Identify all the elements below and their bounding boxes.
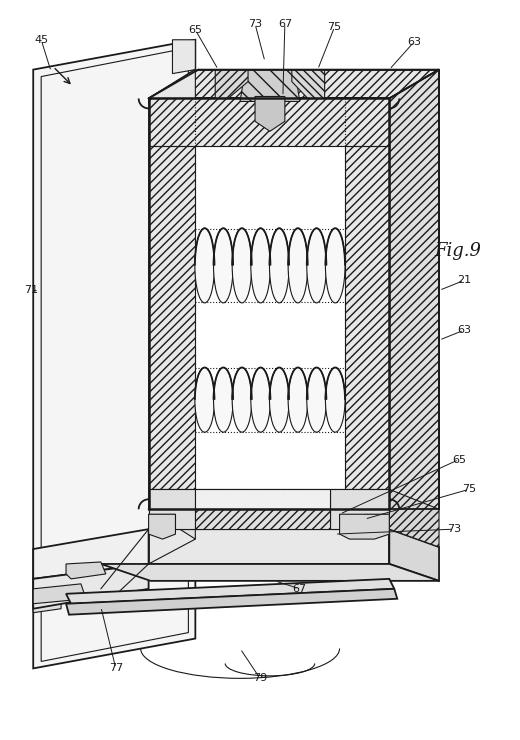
Text: 75: 75 — [328, 22, 342, 32]
Ellipse shape — [195, 368, 214, 432]
Polygon shape — [33, 584, 86, 604]
Polygon shape — [173, 40, 196, 73]
Polygon shape — [240, 70, 300, 101]
Text: 75: 75 — [462, 485, 476, 494]
Polygon shape — [149, 509, 439, 539]
Polygon shape — [389, 70, 439, 509]
Ellipse shape — [326, 368, 345, 432]
Ellipse shape — [214, 228, 233, 303]
Polygon shape — [196, 509, 330, 529]
Ellipse shape — [232, 368, 252, 432]
Polygon shape — [196, 489, 330, 509]
Text: 63: 63 — [457, 325, 471, 335]
Polygon shape — [33, 40, 196, 668]
Polygon shape — [33, 577, 61, 613]
Ellipse shape — [269, 228, 289, 303]
Polygon shape — [389, 489, 439, 547]
Ellipse shape — [251, 228, 270, 303]
Ellipse shape — [251, 368, 270, 432]
Ellipse shape — [195, 228, 214, 303]
Polygon shape — [149, 98, 196, 509]
Text: 77: 77 — [109, 663, 123, 673]
Ellipse shape — [288, 368, 308, 432]
Text: 21: 21 — [457, 275, 471, 286]
Polygon shape — [149, 489, 196, 529]
Polygon shape — [149, 98, 389, 509]
Text: 45: 45 — [34, 35, 48, 45]
Ellipse shape — [288, 228, 308, 303]
Polygon shape — [66, 562, 106, 579]
Polygon shape — [389, 529, 439, 581]
Polygon shape — [292, 70, 324, 98]
Polygon shape — [215, 70, 248, 98]
Polygon shape — [66, 589, 397, 615]
Polygon shape — [101, 564, 439, 581]
Text: 71: 71 — [24, 286, 38, 295]
Polygon shape — [255, 96, 285, 131]
Ellipse shape — [326, 228, 345, 303]
Polygon shape — [340, 514, 389, 539]
Polygon shape — [66, 579, 394, 604]
Text: 67: 67 — [293, 584, 307, 593]
Ellipse shape — [307, 228, 327, 303]
Text: 67: 67 — [278, 18, 292, 29]
Polygon shape — [149, 509, 196, 539]
Polygon shape — [33, 564, 149, 609]
Polygon shape — [149, 70, 196, 98]
Text: 65: 65 — [188, 25, 202, 35]
Ellipse shape — [232, 228, 252, 303]
Text: 73: 73 — [248, 18, 262, 29]
Text: 63: 63 — [407, 37, 421, 47]
Text: 73: 73 — [447, 524, 461, 534]
Polygon shape — [149, 98, 389, 147]
Ellipse shape — [307, 368, 327, 432]
Polygon shape — [149, 514, 175, 539]
Text: 65: 65 — [452, 454, 466, 465]
Polygon shape — [149, 489, 389, 529]
Polygon shape — [33, 529, 149, 579]
Ellipse shape — [214, 368, 233, 432]
Polygon shape — [149, 529, 389, 564]
Polygon shape — [330, 489, 389, 529]
Text: 79: 79 — [253, 673, 267, 683]
Text: Fig.9: Fig.9 — [434, 242, 481, 260]
Polygon shape — [345, 98, 389, 509]
Polygon shape — [149, 70, 439, 98]
Ellipse shape — [269, 368, 289, 432]
